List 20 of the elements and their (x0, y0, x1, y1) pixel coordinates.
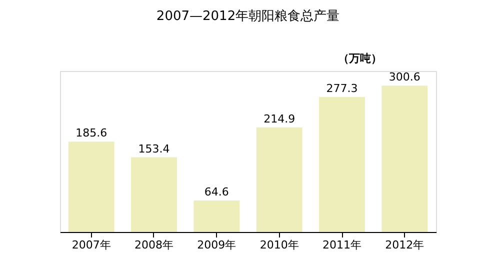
x-tick-label: 2009年 (197, 238, 236, 252)
text: （万吨） (338, 52, 382, 65)
data-label: 277.3 (326, 82, 358, 95)
bar (131, 157, 177, 232)
x-tick-label: 2007年 (72, 238, 111, 252)
x-tick-label: 2012年 (385, 238, 424, 252)
chart-title: 2007—2012年朝阳粮食总产量 (156, 9, 340, 24)
x-tick-label: 2011年 (322, 238, 362, 252)
bar (256, 127, 302, 232)
x-tick-label: 2008年 (134, 238, 174, 252)
x-tick-label: 2010年 (260, 238, 299, 252)
bar (382, 86, 428, 232)
bar (68, 142, 114, 232)
data-label: 153.4 (138, 142, 170, 156)
data-label: 185.6 (76, 126, 108, 140)
data-label: 64.6 (204, 186, 229, 199)
data-label: 214.9 (264, 112, 296, 126)
data-label: 300.6 (388, 70, 420, 84)
bar (319, 96, 365, 232)
bar (194, 200, 240, 232)
